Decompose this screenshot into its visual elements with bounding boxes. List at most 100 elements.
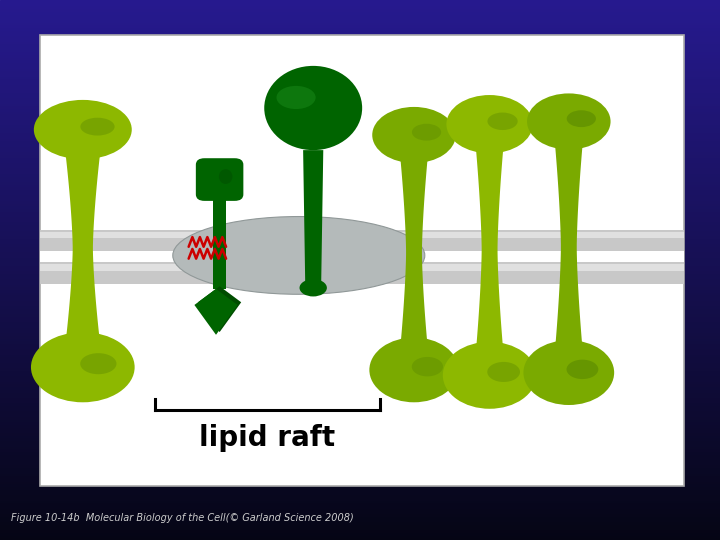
Bar (0, 483, 720, 486)
Bar (0, 427, 720, 429)
Bar (0, 273, 720, 275)
Polygon shape (474, 124, 505, 375)
Ellipse shape (31, 332, 135, 402)
Bar (0, 11, 720, 14)
Bar (0, 184, 720, 186)
Ellipse shape (80, 353, 117, 374)
Bar (0, 35, 720, 38)
Ellipse shape (567, 110, 596, 127)
Bar (40, 35, 684, 486)
Bar (0, 429, 720, 432)
Bar (0, 65, 720, 68)
Bar (0, 316, 720, 319)
Bar (0, 197, 720, 200)
Bar (0, 265, 720, 267)
Bar (0, 192, 720, 194)
Bar (0, 451, 720, 454)
Bar (40, 230, 684, 251)
Bar (0, 127, 720, 130)
Bar (0, 113, 720, 116)
Bar (0, 170, 720, 173)
Bar (0, 354, 720, 356)
Bar (0, 494, 720, 497)
Bar (0, 59, 720, 62)
Bar (0, 202, 720, 205)
Bar (0, 254, 720, 256)
Bar (0, 437, 720, 440)
Bar (0, 270, 720, 273)
Ellipse shape (487, 112, 518, 130)
Bar (0, 251, 720, 254)
Polygon shape (194, 289, 238, 335)
Bar (0, 416, 720, 418)
Ellipse shape (567, 360, 598, 379)
Ellipse shape (276, 86, 315, 109)
Bar (0, 418, 720, 421)
Bar (0, 256, 720, 259)
Bar (0, 189, 720, 192)
Bar (0, 332, 720, 335)
Bar (0, 448, 720, 451)
Bar (0, 3, 720, 5)
Bar (0, 410, 720, 413)
Bar (0, 24, 720, 27)
Bar (0, 0, 720, 3)
Bar (0, 491, 720, 494)
Bar (0, 111, 720, 113)
Bar (0, 281, 720, 284)
Bar (0, 475, 720, 478)
Bar (0, 211, 720, 213)
Bar (0, 213, 720, 216)
Bar (0, 14, 720, 16)
Bar (0, 435, 720, 437)
Bar (0, 367, 720, 370)
Bar (0, 470, 720, 472)
Bar (0, 165, 720, 167)
Bar (0, 78, 720, 81)
Bar (0, 294, 720, 297)
Bar (0, 459, 720, 462)
Polygon shape (303, 150, 323, 288)
Bar (213, 194, 226, 289)
Bar (0, 38, 720, 40)
Bar (0, 518, 720, 521)
Bar (0, 130, 720, 132)
Bar (0, 373, 720, 375)
Bar (0, 378, 720, 381)
Bar (0, 389, 720, 392)
Bar (0, 489, 720, 491)
Bar (40, 264, 684, 271)
Bar (0, 173, 720, 176)
Bar (0, 516, 720, 518)
Bar (0, 397, 720, 400)
Bar (0, 329, 720, 332)
Bar (0, 481, 720, 483)
Bar (0, 73, 720, 76)
Bar (0, 238, 720, 240)
Bar (0, 462, 720, 464)
Bar (0, 205, 720, 208)
Bar (0, 259, 720, 262)
Bar (0, 30, 720, 32)
Bar (0, 135, 720, 138)
Bar (0, 521, 720, 524)
Bar (0, 57, 720, 59)
Bar (0, 167, 720, 170)
Bar (0, 267, 720, 270)
Polygon shape (63, 130, 103, 367)
Bar (0, 381, 720, 383)
Bar (0, 140, 720, 143)
Bar (0, 119, 720, 122)
Ellipse shape (372, 107, 456, 163)
Bar (0, 194, 720, 197)
Bar (0, 513, 720, 516)
Bar (0, 508, 720, 510)
Bar (0, 284, 720, 286)
Bar (0, 443, 720, 445)
Ellipse shape (81, 118, 114, 136)
Ellipse shape (412, 357, 443, 376)
Bar (0, 340, 720, 343)
Bar (0, 200, 720, 202)
Bar (0, 394, 720, 397)
Bar (0, 186, 720, 189)
